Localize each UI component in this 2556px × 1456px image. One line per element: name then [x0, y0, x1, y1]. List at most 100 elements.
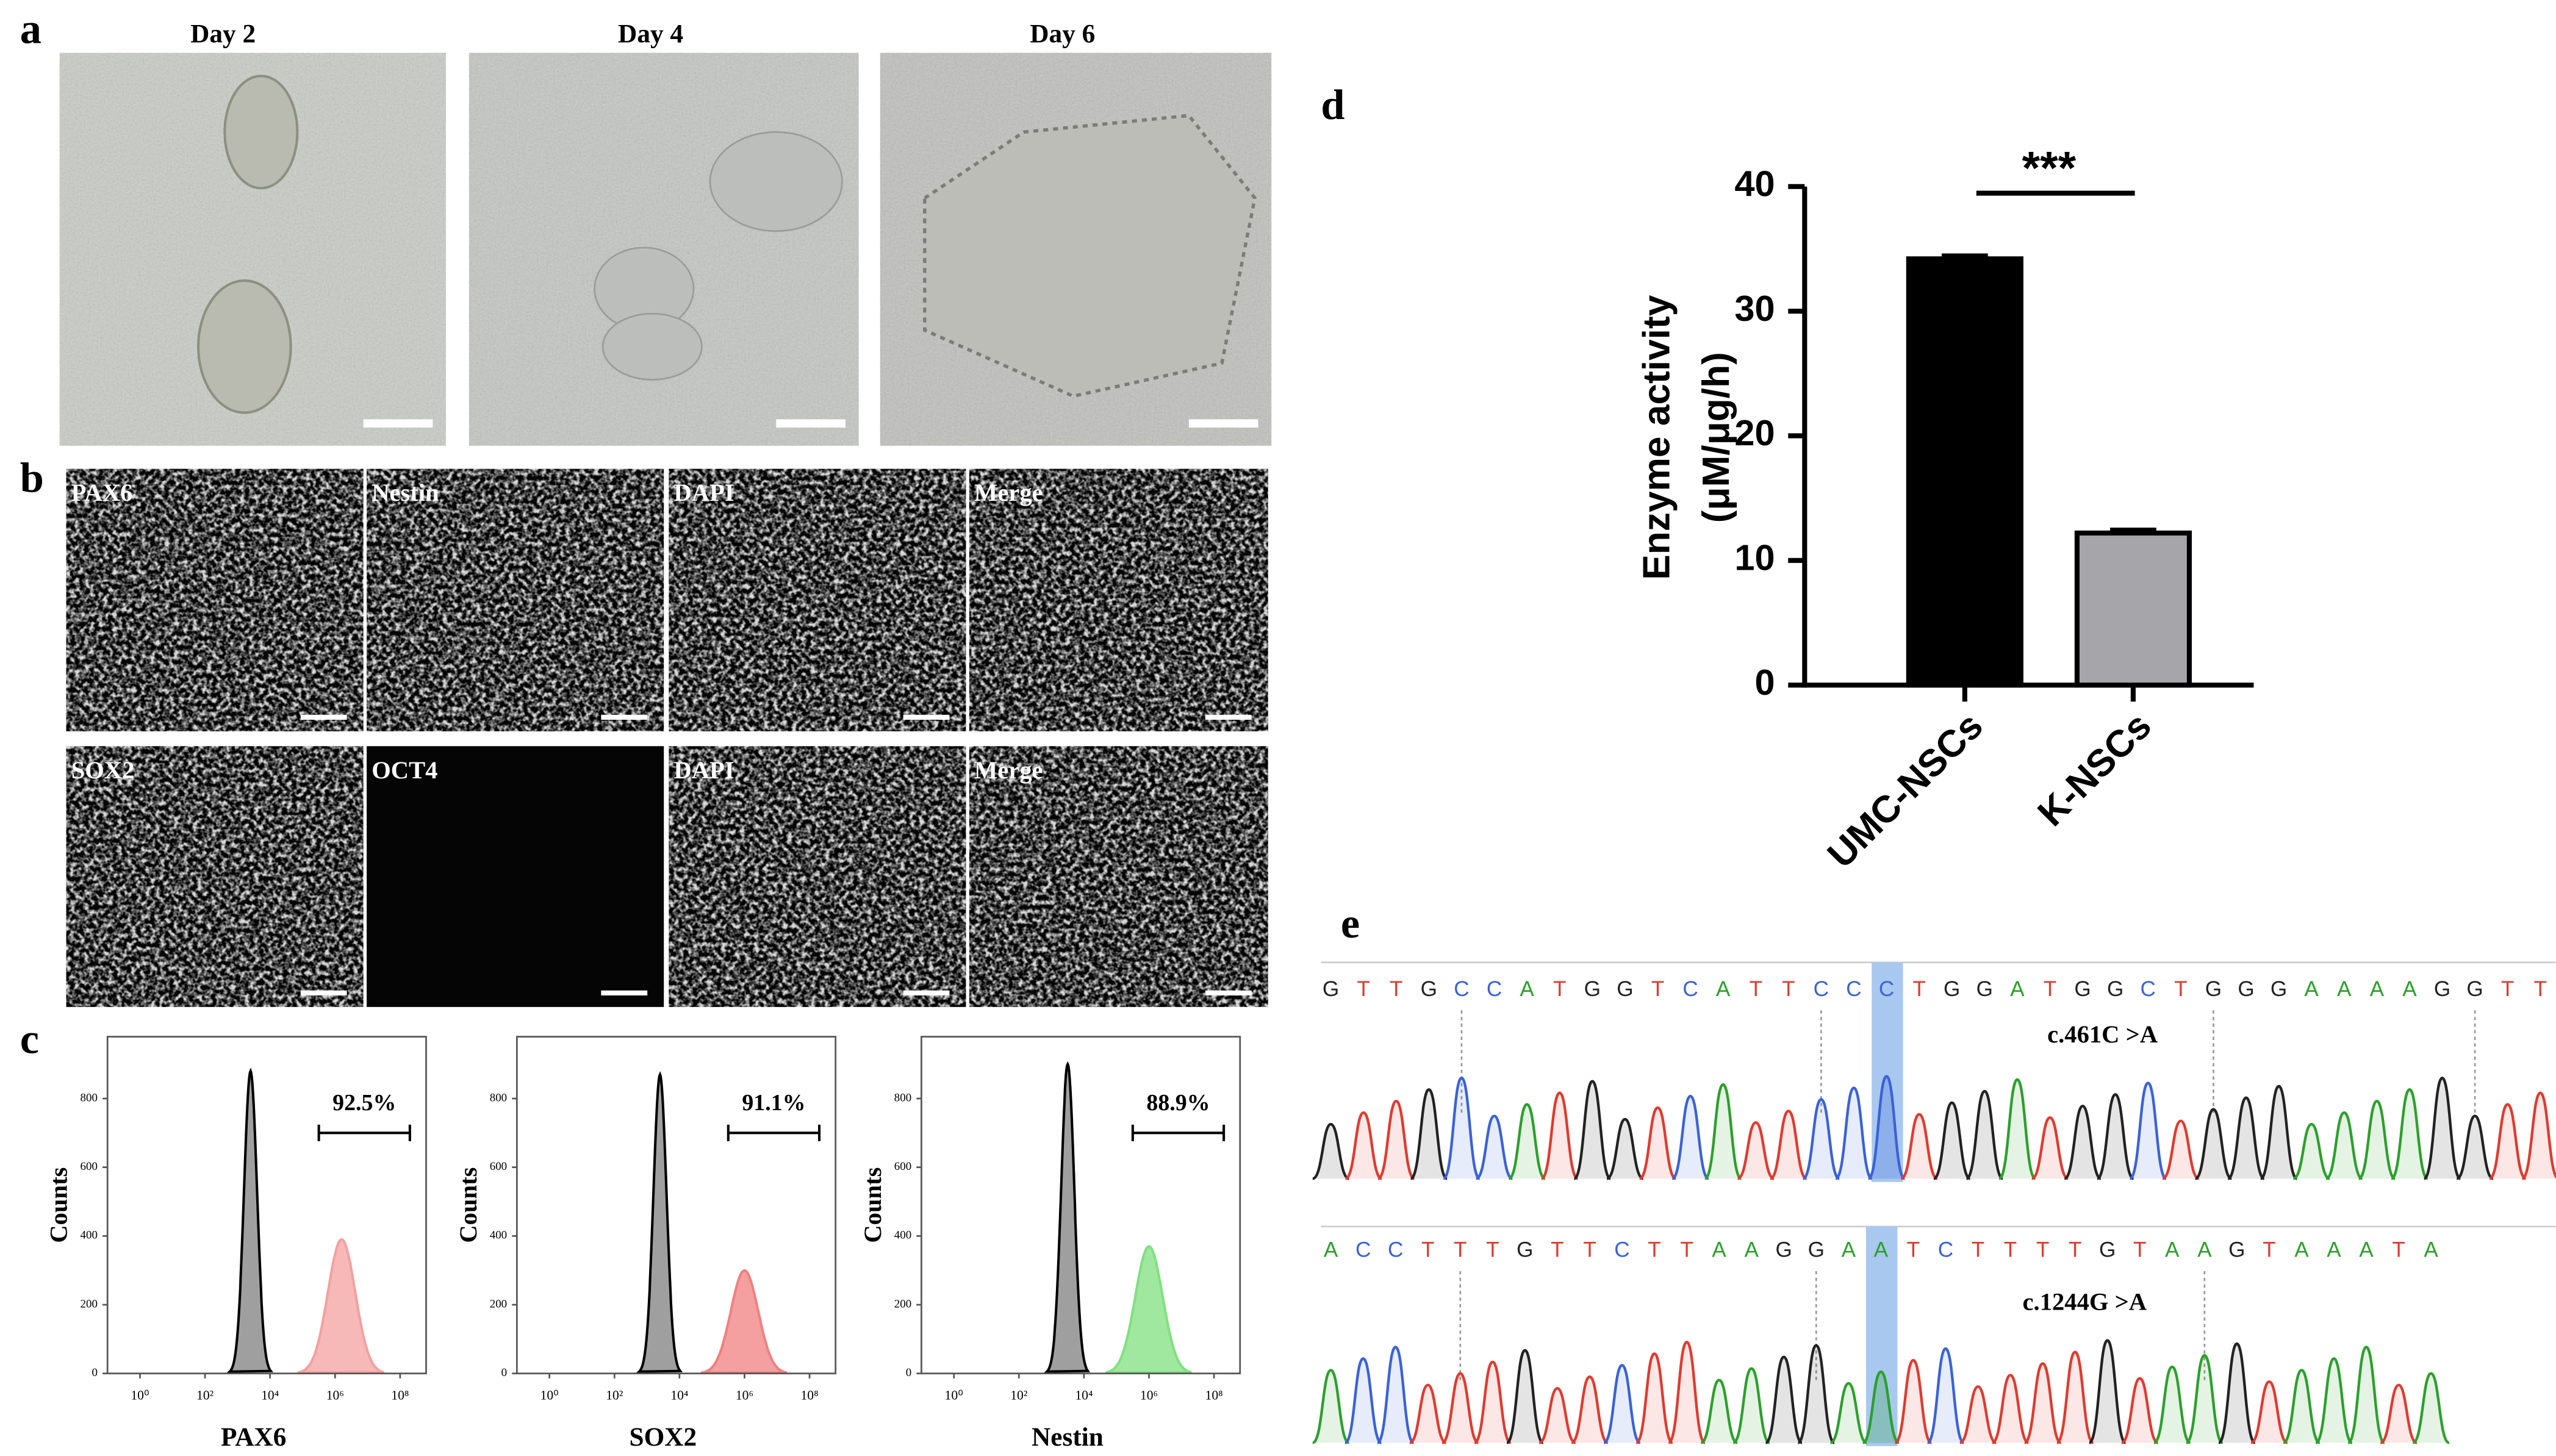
base-call: T [1651, 977, 1665, 1001]
x-tick-label: 10⁸ [1205, 1388, 1223, 1403]
scale-bar [1205, 714, 1252, 720]
stain-label: Merge [974, 756, 1043, 784]
base-call: A [1744, 1238, 1759, 1262]
y-tick-label: 200 [894, 1297, 911, 1310]
base-call: G [1944, 977, 1960, 1001]
base-call: T [1782, 977, 1795, 1001]
base-call: G [1808, 1238, 1825, 1262]
base-call: C [1388, 1238, 1403, 1262]
trace-peak [1965, 1089, 2004, 1180]
x-tick-label: 10⁸ [391, 1388, 409, 1403]
trace-peak [1933, 1101, 1971, 1180]
cell-signal-mask [66, 468, 364, 731]
histogram-peak [700, 1269, 788, 1374]
cell-signal-mask [367, 468, 664, 731]
trace-peak [1441, 1372, 1479, 1444]
y-tick-label: 200 [81, 1297, 98, 1310]
y-tick-label: 400 [894, 1229, 911, 1242]
base-call: T [1749, 977, 1762, 1001]
base-call: C [1879, 977, 1894, 1001]
trace-peak [2153, 1365, 2191, 1444]
base-call: C [2141, 977, 2156, 1001]
trace-peak [1376, 1346, 1415, 1444]
trace-peak [1573, 1080, 1612, 1180]
y-axis-label: Counts [454, 1167, 482, 1243]
x-tick-label: 10⁶ [1140, 1388, 1158, 1403]
y-tick-label: 800 [894, 1091, 911, 1104]
trace-peak [2088, 1339, 2127, 1444]
trace-frame [1321, 962, 2556, 1182]
base-call: G [2271, 977, 2287, 1001]
chromatogram: G T T G C C A T G G T C A T T C C C T G G A T G G C T G G G A A A A G G T Tc.… [1312, 961, 2556, 1182]
mutation-label: c.461C >A [2047, 1020, 2158, 1048]
colony [923, 113, 1257, 398]
trace-peak [1409, 1383, 1447, 1444]
base-call: A [1712, 1238, 1726, 1262]
trace-peak [1312, 1122, 1350, 1180]
x-tick-label: 10⁴ [670, 1388, 688, 1403]
cell-signal [66, 468, 364, 731]
base-call: T [1553, 977, 1567, 1001]
base-call: T [2036, 1238, 2050, 1262]
x-axis-label: SOX2 [630, 1422, 697, 1452]
trace-peak [2096, 1093, 2134, 1180]
scale-bar [300, 714, 347, 720]
base-call: A [2370, 977, 2385, 1001]
trace-peak [1829, 1382, 1868, 1444]
scale-bar [300, 990, 347, 995]
gate-label: 91.1% [742, 1090, 805, 1116]
trace-peak [1765, 1355, 1803, 1444]
trace-peak [2423, 1077, 2461, 1180]
bar [2074, 530, 2192, 688]
plot-frame [106, 1036, 427, 1375]
trace-peak [2194, 1108, 2233, 1180]
base-call: C [1355, 1238, 1371, 1262]
trace-peak [2325, 1111, 2363, 1180]
base-call: A [1874, 1238, 1889, 1262]
histogram-peak [1044, 1061, 1090, 1373]
trace-peak [1700, 1379, 1738, 1444]
base-call: A [2337, 977, 2352, 1001]
trace-peak [2283, 1369, 2321, 1444]
stain-label: Nestin [372, 479, 439, 506]
base-call: T [2174, 977, 2188, 1001]
trace-peak [1410, 1088, 1448, 1180]
y-tick-label: 600 [81, 1160, 98, 1173]
histogram-peak [1105, 1245, 1192, 1374]
chromatogram: A C C T T T G T T C T T A A G G A A T C T T T T G T A A G T A A A T Ac.124… [1312, 1225, 2556, 1446]
base-call: C [1614, 1238, 1629, 1262]
x-axis-label: PAX6 [221, 1422, 286, 1452]
trace-peak [2380, 1383, 2418, 1444]
base-call: A [1520, 977, 1534, 1001]
base-call: G [1323, 977, 1339, 1001]
trace-peak [2250, 1380, 2288, 1444]
trace-peak [2521, 1091, 2556, 1180]
trace-peak [1540, 1091, 1579, 1180]
trace-peak [2227, 1096, 2265, 1180]
cell-signal [969, 468, 1268, 731]
gate-label: 88.9% [1146, 1090, 1210, 1116]
base-call: C [1814, 977, 1829, 1001]
stain-label: PAX6 [71, 479, 133, 506]
y-axis-label: Counts [859, 1167, 886, 1243]
trace-peak [1959, 1385, 1997, 1444]
trace-peak [1344, 1111, 1382, 1180]
flow-histogram: 0 200 400 600 800 10⁰ 10² 10⁴ 10⁶ 10⁸ 92.5% Counts P… [45, 1036, 427, 1452]
stain-label: OCT4 [372, 756, 437, 784]
trace-peak [2347, 1346, 2386, 1444]
x-tick-label: 10² [606, 1388, 623, 1403]
base-call: G [2238, 977, 2254, 1001]
plot-frame [921, 1036, 1241, 1375]
x-tick-label: 10⁶ [736, 1388, 753, 1403]
trace-peak [2391, 1088, 2429, 1180]
base-call: G [2099, 1238, 2116, 1262]
histogram-peak [226, 1067, 274, 1373]
trace-peak [1867, 1075, 1906, 1180]
y-axis-label: Counts [45, 1167, 73, 1243]
y-axis-label: (μM/μg/h) [1695, 352, 1737, 523]
scale-bar [1205, 990, 1252, 995]
base-call: T [2004, 1238, 2017, 1262]
base-call: T [1486, 1238, 1499, 1262]
